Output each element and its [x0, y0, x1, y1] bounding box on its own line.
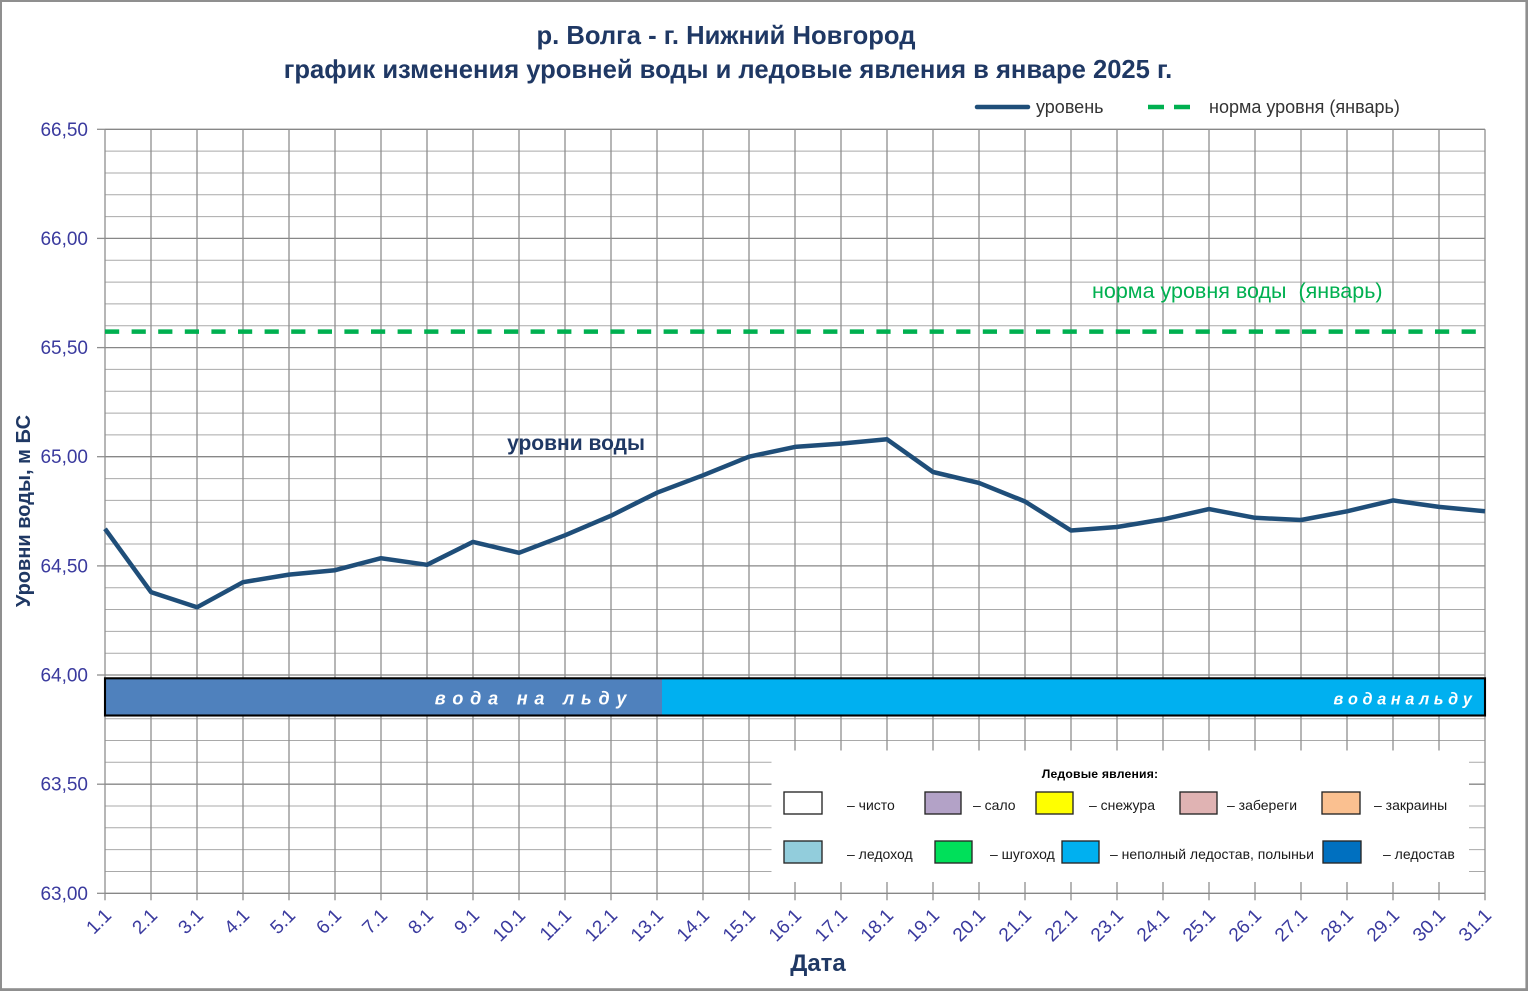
svg-text:норма уровня (январь): норма уровня (январь): [1209, 97, 1400, 117]
svg-text:в о д а н а л ь д у: в о д а н а л ь д у: [435, 689, 628, 709]
svg-text:64,50: 64,50: [40, 556, 88, 577]
svg-text:р. Волга - г. Нижний Новгород: р. Волга - г. Нижний Новгород: [537, 22, 916, 50]
svg-text:– шугоход: – шугоход: [990, 846, 1055, 862]
svg-text:65,00: 65,00: [40, 447, 88, 468]
svg-text:Ледовые явления:: Ледовые явления:: [1042, 767, 1159, 781]
svg-text:66,00: 66,00: [40, 229, 88, 250]
svg-text:65,50: 65,50: [40, 338, 88, 359]
svg-text:63,00: 63,00: [40, 884, 88, 905]
svg-text:– снежура: – снежура: [1089, 797, 1155, 813]
svg-text:– сало: – сало: [973, 797, 1016, 813]
svg-text:– ледостав: – ледостав: [1383, 846, 1455, 862]
svg-text:Уровни воды, м БС: Уровни воды, м БС: [13, 415, 35, 607]
svg-text:в о д а н а л ь д у: в о д а н а л ь д у: [1333, 691, 1472, 709]
svg-text:– неполный ледостав, полыньи: – неполный ледостав, полыньи: [1110, 846, 1314, 862]
svg-text:– закраины: – закраины: [1374, 797, 1447, 813]
svg-text:– чисто: – чисто: [847, 797, 895, 813]
svg-text:– ледоход: – ледоход: [847, 846, 913, 862]
svg-text:уровень: уровень: [1036, 97, 1104, 117]
svg-text:– забереги: – забереги: [1227, 797, 1297, 813]
svg-text:график изменения уровней воды: график изменения уровней воды и ледовые …: [284, 56, 1172, 84]
svg-text:66,50: 66,50: [40, 120, 88, 141]
svg-text:63,50: 63,50: [40, 775, 88, 796]
svg-text:Дата: Дата: [790, 950, 846, 977]
svg-text:норма уровня воды (январь): норма уровня воды (январь): [1092, 279, 1383, 303]
svg-text:64,00: 64,00: [40, 666, 88, 687]
svg-text:уровни воды: уровни воды: [507, 432, 645, 455]
